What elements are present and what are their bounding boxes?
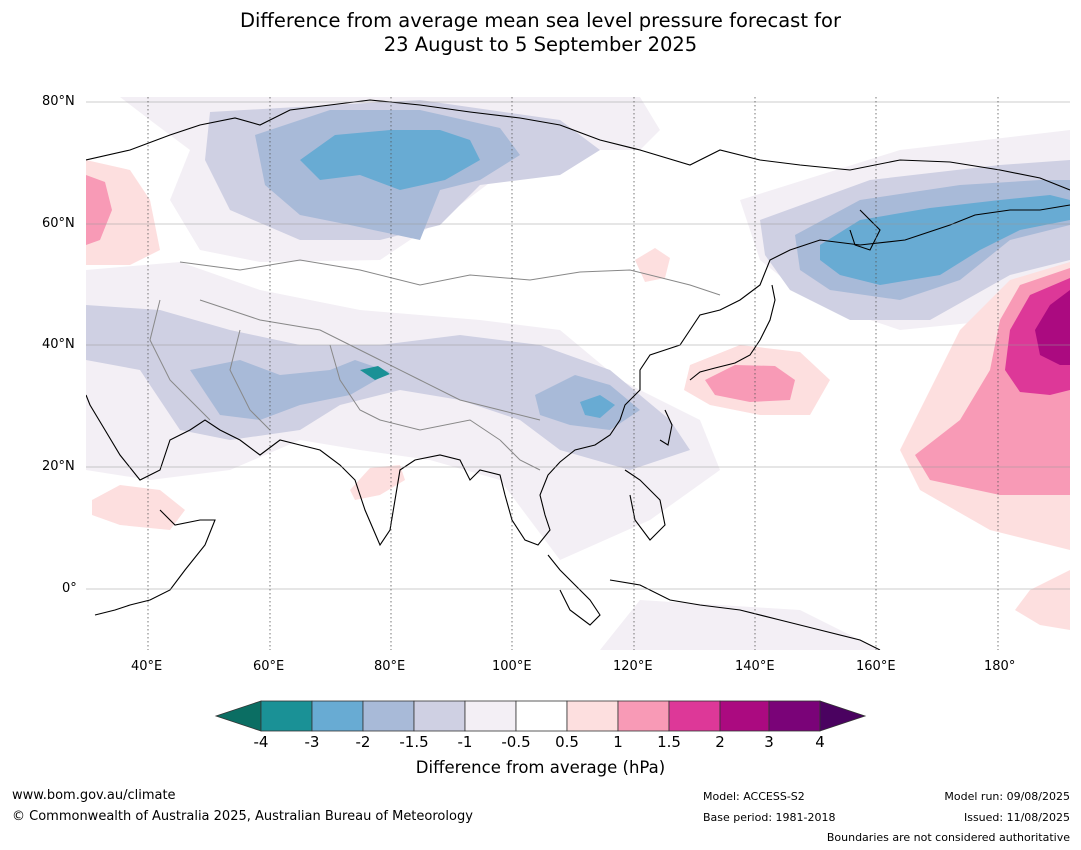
colorbar-tick: -0.5 xyxy=(501,733,531,751)
lon-label-180: 180° xyxy=(984,659,1016,674)
pos-band-0p5-1-arabia xyxy=(92,485,185,530)
footer-issued: Issued: 11/08/2025 xyxy=(963,811,1070,824)
colorbar-tick: 0.5 xyxy=(555,733,579,751)
footer-model-run: Model run: 09/08/2025 xyxy=(944,790,1070,803)
colorbar-seg-m3-m2 xyxy=(311,700,364,732)
lon-label-140e: 140°E xyxy=(735,659,775,674)
colorbar-seg-1-1p5 xyxy=(617,700,670,732)
lon-label-80e: 80°E xyxy=(374,659,406,674)
neg-band-2-3-china xyxy=(580,395,615,418)
colorbar-seg-m4-m3 xyxy=(260,700,313,732)
colorbar-tick: 3 xyxy=(764,733,774,751)
coastlines xyxy=(86,99,1070,650)
lat-label-0: 0° xyxy=(62,581,77,596)
colorbar-seg-m1-m0p5 xyxy=(464,700,517,732)
colorbar xyxy=(214,700,867,732)
lon-label-160e: 160°E xyxy=(856,659,896,674)
footer-model: Model: ACCESS-S2 xyxy=(703,790,805,803)
anomaly-field xyxy=(86,97,1070,650)
country-borders xyxy=(149,259,721,471)
lon-label-120e: 120°E xyxy=(613,659,653,674)
graticule xyxy=(86,97,1070,650)
colorbar-tick: 1.5 xyxy=(657,733,681,751)
pos-band-1-1p5-europe xyxy=(86,175,112,245)
colorbar-tick: 4 xyxy=(815,733,825,751)
lon-label-60e: 60°E xyxy=(253,659,285,674)
colorbar-high-extend xyxy=(819,700,867,732)
pos-band-2-3 xyxy=(1035,290,1070,365)
colorbar-title: Difference from average (hPa) xyxy=(415,758,666,777)
lon-label-40e: 40°E xyxy=(131,659,163,674)
colorbar-seg-3-4 xyxy=(768,700,821,732)
colorbar-seg-m1p5-m1 xyxy=(413,700,466,732)
colorbar-seg-1p5-2 xyxy=(668,700,721,732)
colorbar-tick: -3 xyxy=(304,733,320,751)
title-line-1: Difference from average mean sea level p… xyxy=(240,9,841,32)
colorbar-tick: 2 xyxy=(715,733,725,751)
neg-band-2-3 xyxy=(300,130,480,190)
lat-label-60n: 60°N xyxy=(42,216,75,231)
colorbar-tick: 1 xyxy=(613,733,623,751)
lon-label-100e: 100°E xyxy=(492,659,532,674)
lat-label-40n: 40°N xyxy=(42,337,75,352)
footer-base-period: Base period: 1981-2018 xyxy=(703,811,836,824)
neg-band-3-4-himalaya xyxy=(360,366,390,380)
neg-band-1p5-2-mid xyxy=(190,360,390,420)
footer-disclaimer: Boundaries are not considered authoritat… xyxy=(826,831,1070,844)
colorbar-tick: -1 xyxy=(457,733,473,751)
lat-label-20n: 20°N xyxy=(42,459,75,474)
colorbar-seg-m2-m1p5 xyxy=(362,700,415,732)
colorbar-tick: -4 xyxy=(253,733,269,751)
pos-band-0p5-1-pacific-south xyxy=(1015,570,1070,630)
neg-band-weak-south xyxy=(600,600,880,650)
neg-band-2-3-east xyxy=(820,195,1070,285)
colorbar-low-extend xyxy=(214,700,262,732)
neg-band-1-1p5-west xyxy=(86,305,690,470)
colorbar-tick: -2 xyxy=(355,733,371,751)
map-title: Difference from average mean sea level p… xyxy=(0,9,1081,57)
colorbar-tick: -1.5 xyxy=(399,733,429,751)
footer-website: www.bom.gov.au/climate xyxy=(12,788,176,803)
colorbar-seg-m0p5-0p5 xyxy=(515,700,568,732)
title-line-2: 23 August to 5 September 2025 xyxy=(383,33,698,56)
pos-band-1-1p5-japan xyxy=(705,365,795,402)
colorbar-seg-0p5-1 xyxy=(566,700,619,732)
colorbar-seg-2-3 xyxy=(719,700,770,732)
footer-copyright: © Commonwealth of Australia 2025, Austra… xyxy=(12,809,473,824)
lat-label-80n: 80°N xyxy=(42,94,75,109)
